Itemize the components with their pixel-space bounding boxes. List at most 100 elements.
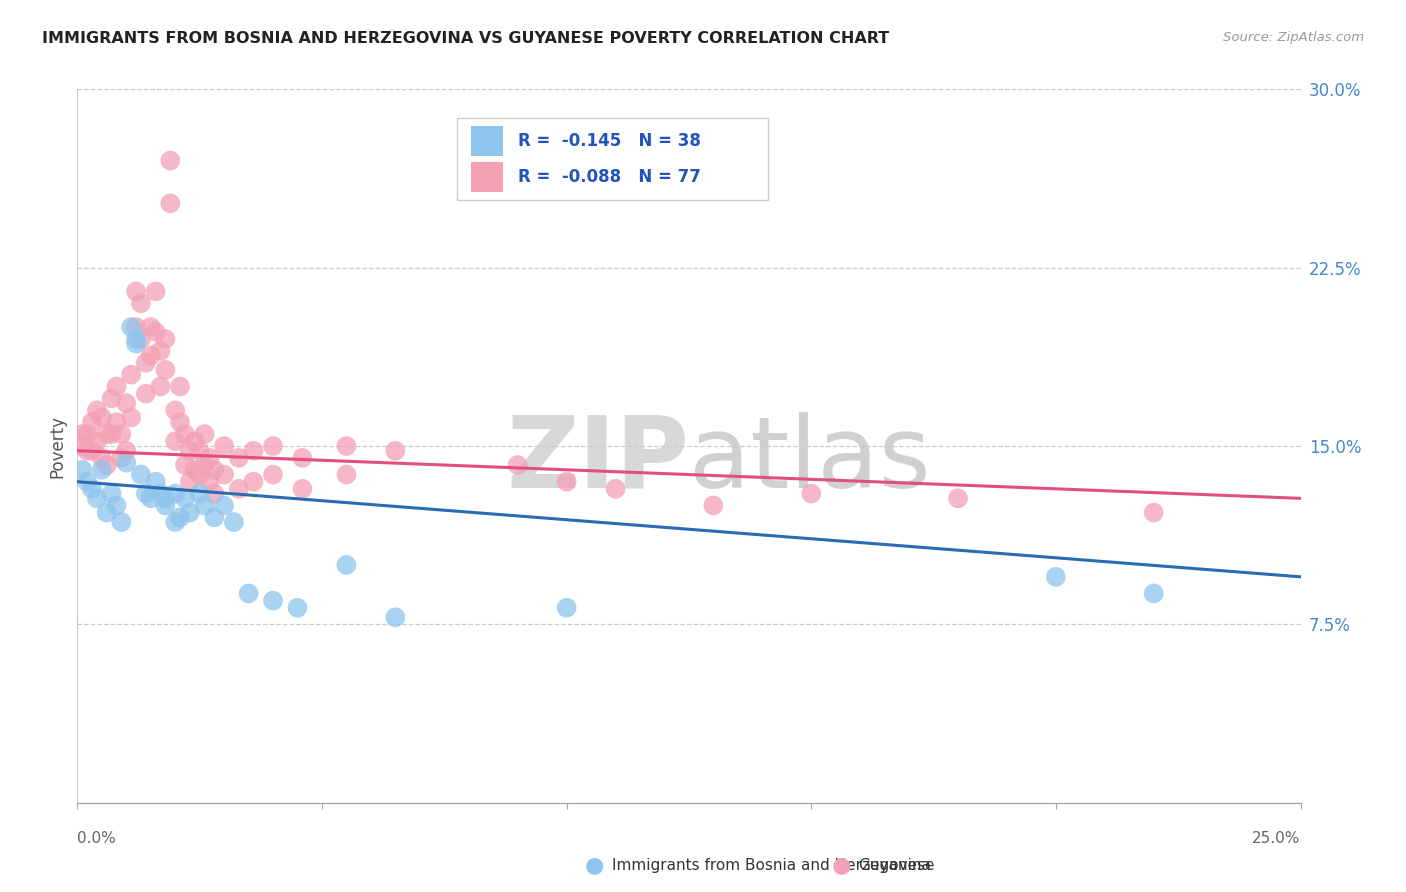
Point (80, 482, 103, 496)
Point (125, 285, 148, 299)
Point (76, 427, 98, 442)
Point (174, 491, 197, 506)
Point (800, 486, 823, 500)
Point (165, 515, 187, 529)
Point (100, 486, 122, 500)
Point (90, 463, 112, 477)
Point (90, 450, 112, 465)
Text: atlas: atlas (689, 412, 931, 508)
Point (335, 558, 357, 572)
Point (193, 458, 215, 472)
Point (139, 349, 162, 363)
Point (384, 443, 406, 458)
Point (169, 415, 191, 429)
Point (174, 458, 197, 472)
Text: Source: ZipAtlas.com: Source: ZipAtlas.com (1223, 31, 1364, 45)
Text: Immigrants from Bosnia and Herzegovina: Immigrants from Bosnia and Herzegovina (612, 858, 931, 872)
Point (702, 499, 724, 513)
FancyBboxPatch shape (457, 118, 769, 200)
Point (155, 491, 177, 506)
Point (174, 427, 197, 442)
Point (291, 482, 314, 496)
Text: R =  -0.088   N = 77: R = -0.088 N = 77 (517, 168, 700, 186)
Point (105, 379, 128, 393)
Point (70, 463, 93, 477)
Point (70, 427, 93, 442)
Point (605, 482, 627, 496)
Point (129, 296, 152, 310)
Text: Guyanese: Guyanese (858, 858, 934, 872)
Point (169, 379, 191, 393)
Point (188, 467, 211, 482)
Point (262, 467, 284, 482)
Y-axis label: Poverty: Poverty (48, 415, 66, 477)
Point (135, 356, 157, 370)
Point (145, 475, 167, 489)
Point (228, 450, 250, 465)
Point (179, 506, 201, 520)
Text: ●: ● (585, 855, 605, 875)
Point (115, 443, 138, 458)
Point (202, 486, 225, 500)
Point (96, 427, 118, 442)
Point (169, 510, 191, 524)
Text: R =  -0.145   N = 38: R = -0.145 N = 38 (517, 132, 700, 150)
Point (76, 443, 98, 458)
Point (129, 467, 152, 482)
Point (139, 320, 162, 334)
Point (202, 463, 225, 477)
Point (110, 450, 132, 465)
Point (90, 410, 112, 425)
Point (125, 332, 148, 346)
Point (100, 427, 122, 442)
Point (70, 439, 93, 453)
Point (262, 439, 284, 453)
Point (100, 392, 122, 406)
Point (506, 458, 529, 472)
Point (193, 427, 215, 442)
Text: ●: ● (831, 855, 851, 875)
Text: 0.0%: 0.0% (77, 831, 117, 846)
Point (212, 499, 235, 513)
Point (384, 610, 406, 624)
Point (159, 196, 181, 211)
Point (139, 491, 162, 506)
Point (145, 325, 167, 339)
Point (228, 482, 250, 496)
Point (110, 427, 132, 442)
Point (155, 499, 177, 513)
Point (80, 443, 103, 458)
Point (165, 403, 187, 417)
Text: IMMIGRANTS FROM BOSNIA AND HERZEGOVINA VS GUYANESE POVERTY CORRELATION CHART: IMMIGRANTS FROM BOSNIA AND HERZEGOVINA V… (42, 31, 890, 46)
Point (149, 486, 172, 500)
Point (946, 491, 969, 506)
Point (135, 386, 157, 401)
Point (179, 475, 201, 489)
Point (165, 486, 187, 500)
Point (165, 434, 187, 449)
Point (135, 486, 157, 500)
Point (184, 434, 207, 449)
Point (212, 439, 235, 453)
Point (120, 320, 142, 334)
Point (287, 600, 309, 615)
Point (1143, 506, 1166, 520)
Point (115, 456, 138, 470)
Point (242, 443, 264, 458)
Point (86, 491, 108, 506)
Point (120, 410, 142, 425)
Point (198, 475, 221, 489)
Point (105, 415, 128, 429)
Point (129, 332, 152, 346)
Point (179, 443, 201, 458)
Point (202, 510, 225, 524)
Point (555, 475, 578, 489)
FancyBboxPatch shape (471, 126, 503, 156)
Point (155, 332, 177, 346)
Point (110, 515, 132, 529)
Point (155, 363, 177, 377)
Point (120, 368, 142, 382)
Point (335, 439, 357, 453)
Point (1045, 570, 1067, 584)
Point (115, 396, 138, 410)
